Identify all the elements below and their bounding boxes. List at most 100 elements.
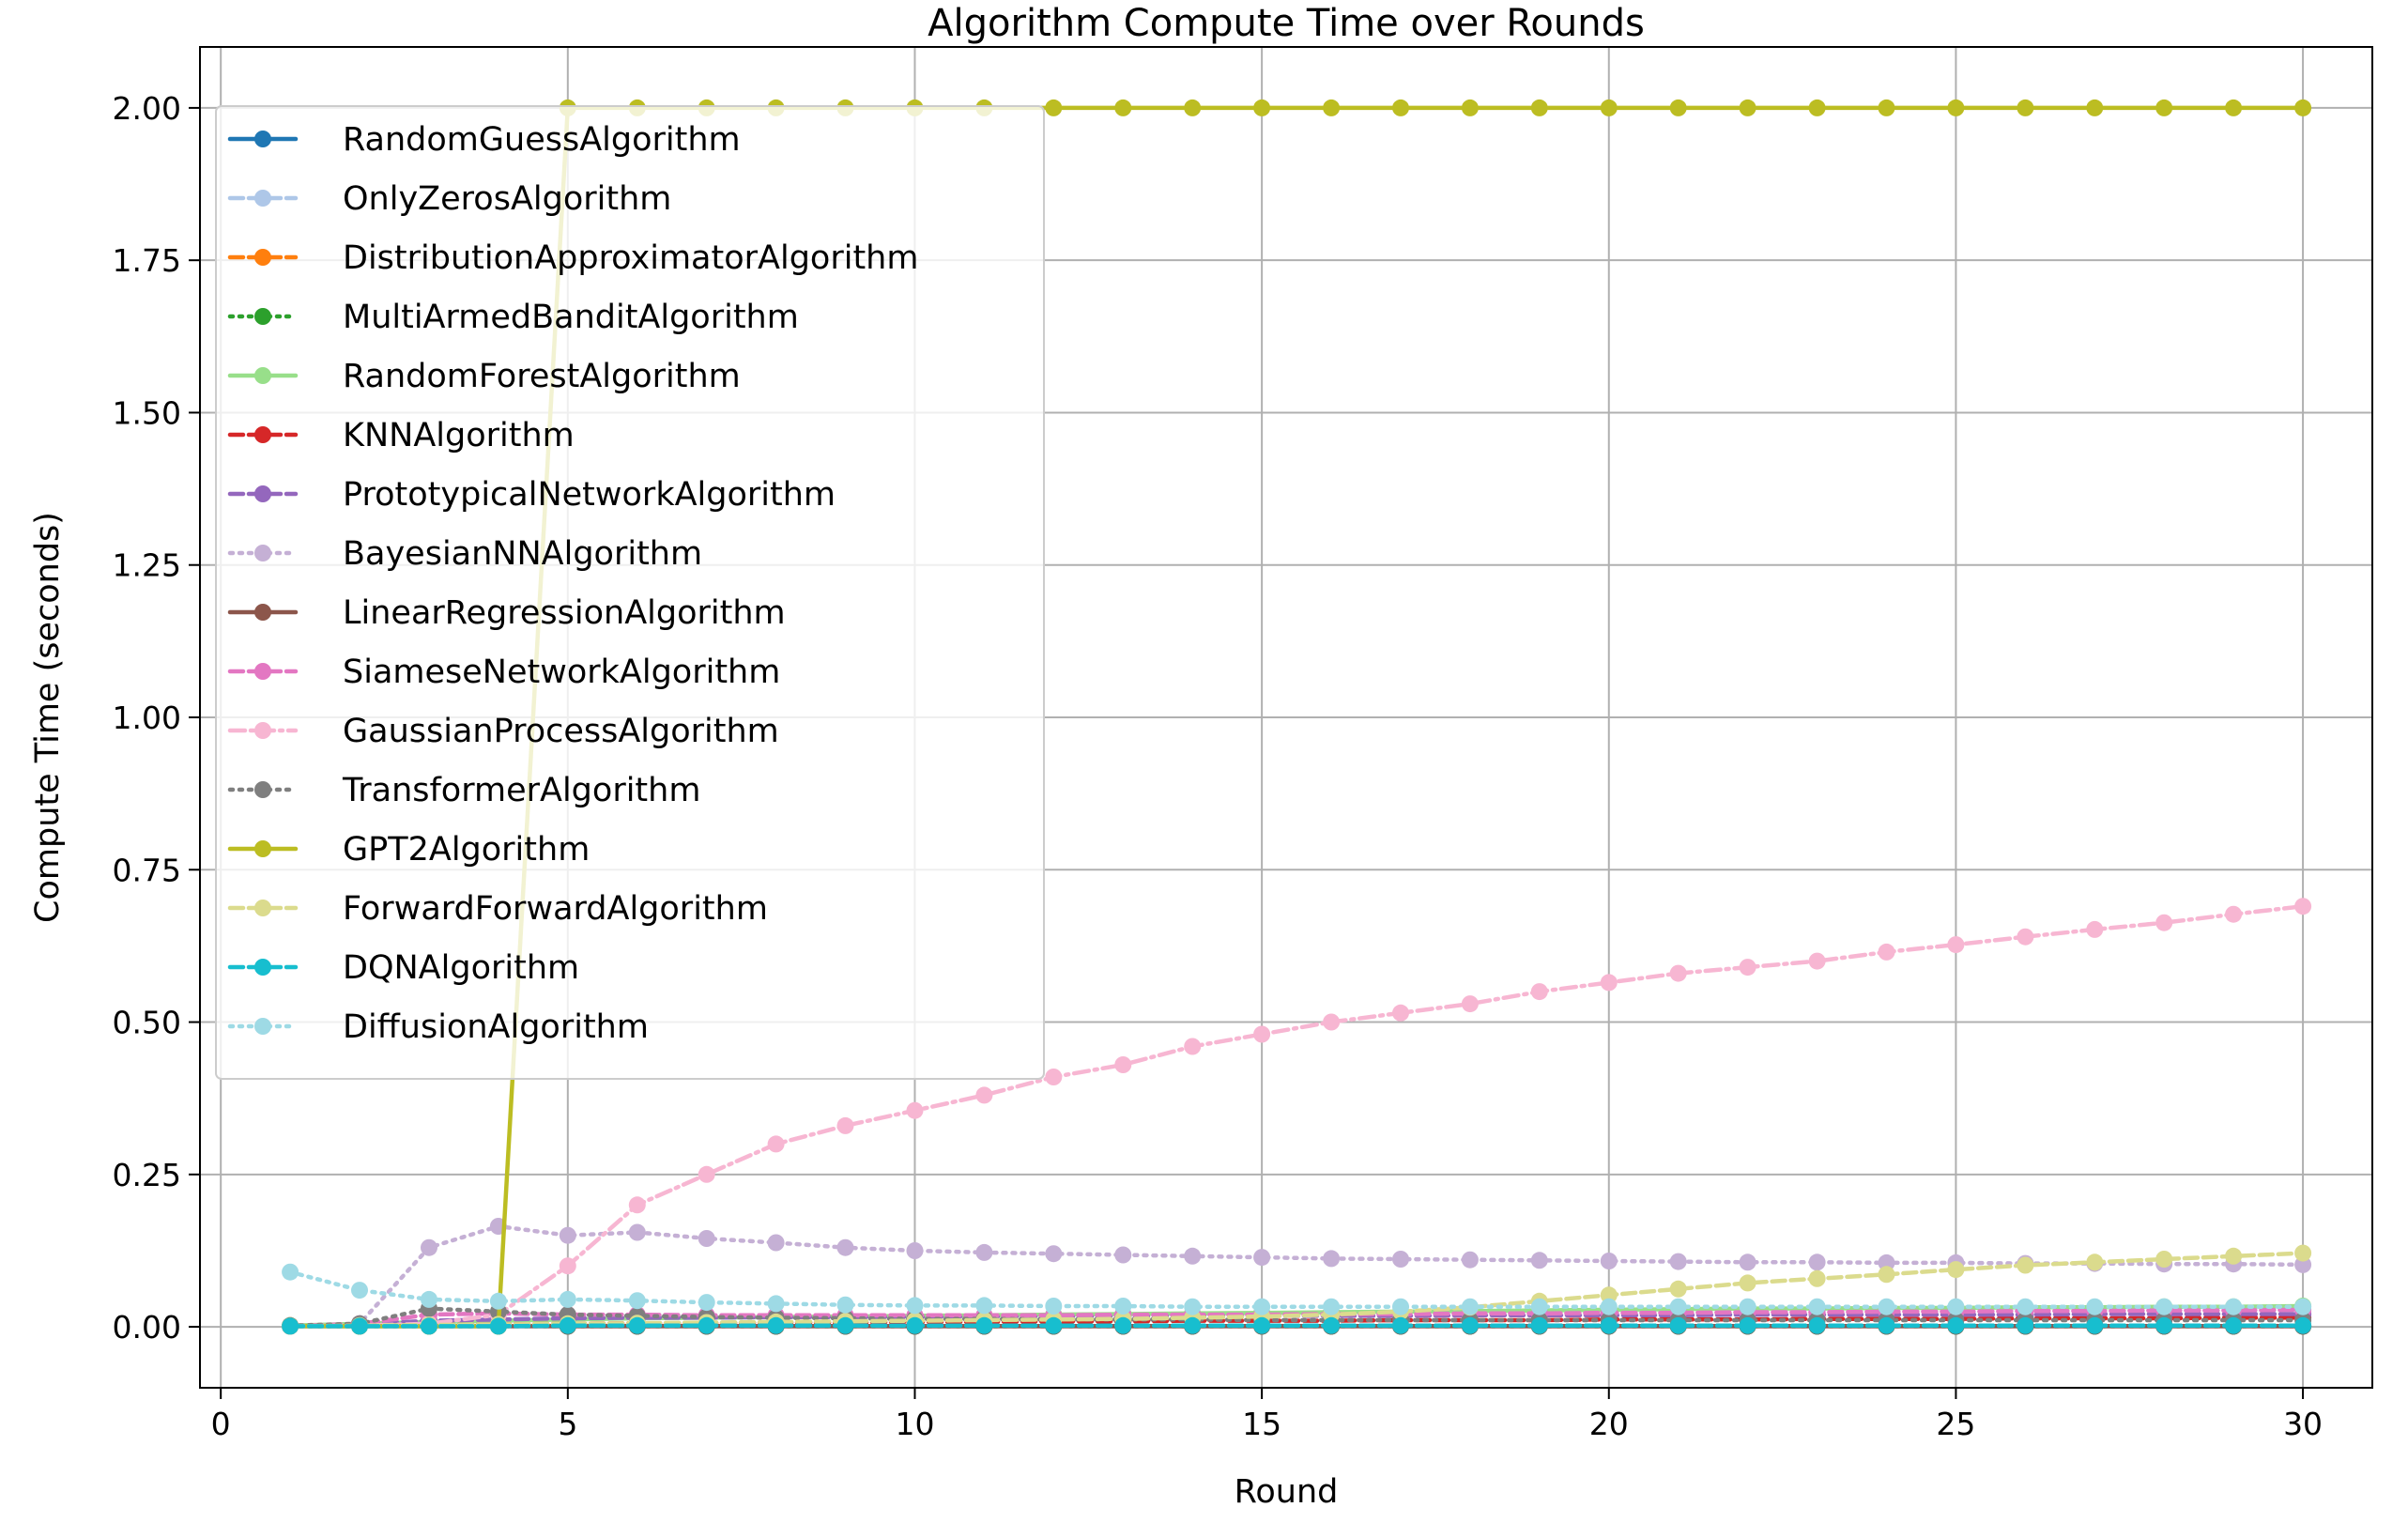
legend-item: BayesianNNAlgorithm (227, 535, 702, 573)
legend-label: DQNAlgorithm (343, 949, 579, 987)
legend: RandomGuessAlgorithm OnlyZerosAlgorithm Di… (215, 105, 1045, 1080)
legend-label: KNNAlgorithm (343, 417, 575, 454)
legend-marker (254, 781, 271, 798)
data-point (1669, 99, 1687, 116)
data-point (1045, 1069, 1063, 1085)
series-DQNAlgorithm (282, 1316, 2312, 1335)
data-point (1669, 1280, 1687, 1298)
data-point (2017, 1316, 2034, 1334)
legend-item: MultiArmedBanditAlgorithm (227, 299, 799, 336)
legend-marker (254, 840, 271, 857)
data-point (1461, 1298, 1479, 1315)
series-line (287, 1251, 2306, 1329)
data-point (698, 1294, 715, 1312)
data-point (1947, 1298, 1965, 1315)
data-point (2294, 99, 2312, 116)
data-point (698, 1230, 715, 1247)
data-point (975, 1297, 993, 1315)
data-point (2294, 1244, 2312, 1262)
legend-item: DQNAlgorithm (227, 949, 579, 987)
data-point (1530, 1298, 1548, 1315)
data-point (1739, 1298, 1756, 1315)
data-point (1392, 99, 1409, 116)
data-point (1114, 1298, 1132, 1315)
data-point (1392, 1004, 1409, 1022)
x-axis: 0 5 10 15 20 25 30 (211, 1388, 2323, 1442)
data-point (628, 1196, 646, 1214)
data-point (1392, 1298, 1409, 1315)
data-point (2225, 905, 2243, 923)
x-axis-label: Round (1235, 1473, 1339, 1511)
data-point (1878, 1253, 1895, 1271)
y-tick-label: 0.00 (113, 1309, 181, 1346)
data-point (1045, 99, 1063, 116)
data-point (836, 1238, 854, 1256)
data-point (2225, 1298, 2243, 1315)
data-point (1739, 99, 1756, 116)
data-point (1878, 1316, 1895, 1334)
y-tick-label: 0.75 (113, 852, 181, 888)
legend-item: DistributionApproximatorAlgorithm (227, 239, 918, 277)
data-point (1184, 1247, 1202, 1265)
data-point (351, 1282, 368, 1300)
data-point (1461, 1316, 1479, 1334)
data-point (1114, 1316, 1132, 1334)
data-point (559, 1290, 576, 1308)
data-point (1739, 1274, 1756, 1292)
data-point (767, 1316, 785, 1334)
data-point (628, 1292, 646, 1310)
x-tick-label: 25 (1936, 1406, 1975, 1442)
data-point (2017, 99, 2034, 116)
legend-box (215, 105, 1045, 1080)
data-point (1878, 1266, 1895, 1284)
legend-item: PrototypicalNetworkAlgorithm (227, 476, 836, 514)
series-DiffusionAlgorithm (282, 1263, 2312, 1315)
data-point (1253, 1249, 1271, 1267)
data-point (1600, 974, 1618, 992)
legend-marker (254, 900, 271, 916)
data-point (2294, 898, 2312, 915)
data-point (1808, 1316, 1826, 1334)
legend-label: GPT2Algorithm (343, 831, 590, 869)
legend-marker (254, 485, 271, 502)
data-point (1461, 1251, 1479, 1269)
data-point (2294, 1255, 2312, 1273)
data-point (2294, 1316, 2312, 1334)
legend-label: SiameseNetworkAlgorithm (343, 654, 780, 691)
data-point (1184, 1316, 1202, 1334)
data-point (282, 1263, 299, 1281)
legend-item: RandomGuessAlgorithm (227, 121, 741, 159)
data-point (2017, 1298, 2034, 1315)
legend-label: PrototypicalNetworkAlgorithm (343, 476, 836, 514)
data-point (1947, 99, 1965, 116)
y-tick-label: 1.25 (113, 547, 181, 584)
data-point (2225, 99, 2243, 116)
data-point (2086, 1298, 2104, 1315)
data-point (1808, 1298, 1826, 1315)
data-point (836, 1316, 854, 1334)
x-tick-label: 15 (1242, 1406, 1281, 1442)
legend-marker (254, 1018, 271, 1035)
legend-item: GPT2Algorithm (227, 831, 590, 869)
data-point (2225, 1316, 2243, 1334)
data-point (2086, 1253, 2104, 1271)
data-point (1600, 1286, 1618, 1304)
legend-label: TransformerAlgorithm (342, 772, 700, 809)
y-tick-label: 1.00 (113, 700, 181, 736)
data-point (628, 1316, 646, 1334)
y-tick-label: 2.00 (113, 90, 181, 127)
data-point (1461, 995, 1479, 1013)
legend-marker (254, 190, 271, 207)
data-point (1114, 1246, 1132, 1264)
data-point (2155, 1251, 2173, 1268)
data-point (1669, 1298, 1687, 1315)
data-point (1947, 936, 1965, 954)
data-point (1600, 99, 1618, 116)
data-point (906, 1242, 924, 1259)
data-point (2086, 1316, 2104, 1334)
legend-item: SiameseNetworkAlgorithm (227, 654, 780, 691)
data-point (836, 1296, 854, 1314)
legend-label: RandomForestAlgorithm (343, 358, 741, 395)
data-point (1530, 99, 1548, 116)
data-point (1600, 1298, 1618, 1315)
